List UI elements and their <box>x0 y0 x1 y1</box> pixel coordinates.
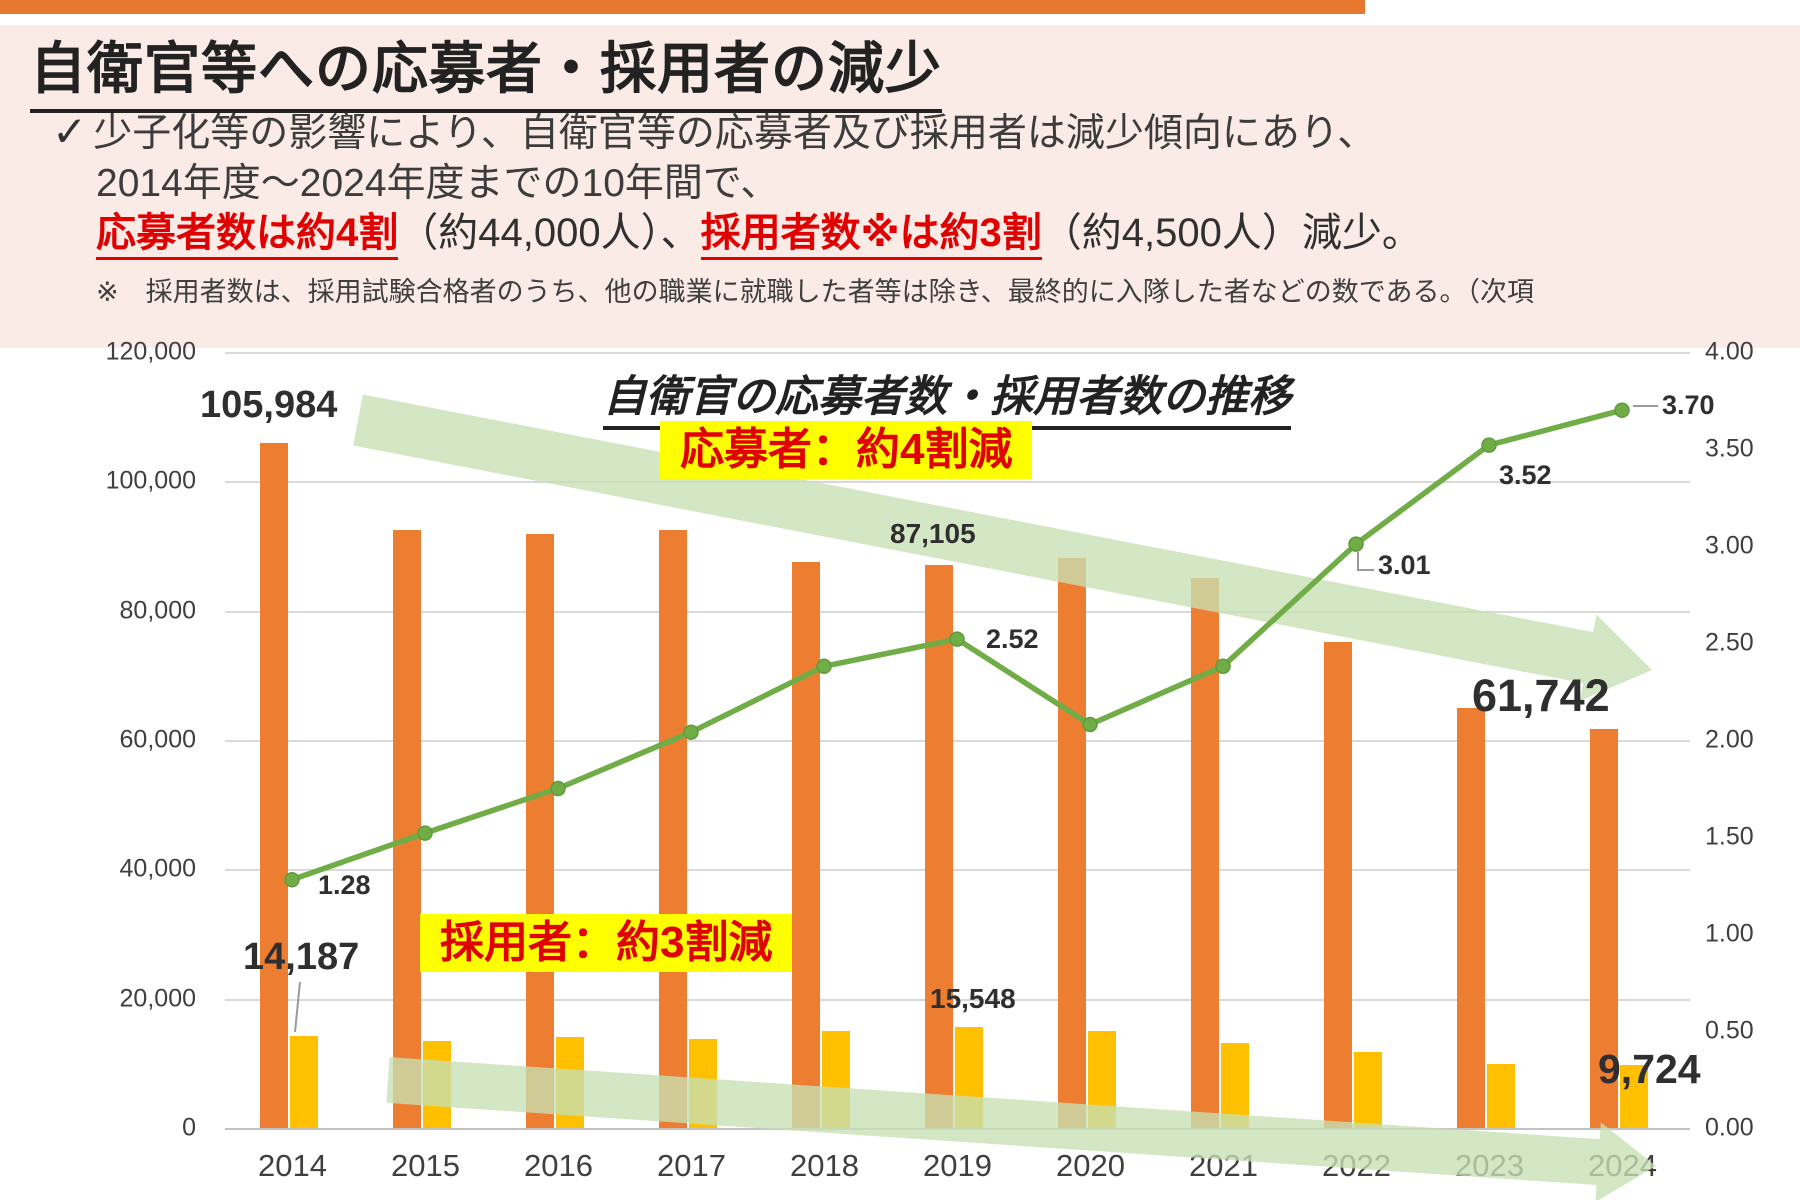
bullet-text-1: 少子化等の影響により、自衛官等の応募者及び採用者は減少傾向にあり、 <box>93 112 1377 155</box>
x-axis-year-label: 2018 <box>790 1148 859 1183</box>
left-axis-tick: 120,000 <box>105 337 196 366</box>
x-axis-year-label: 2015 <box>391 1148 460 1183</box>
gridline <box>225 352 1690 354</box>
left-axis-tick: 40,000 <box>119 854 196 883</box>
page-title: 自衛官等への応募者・採用者の減少 <box>30 24 942 113</box>
left-axis-tick: 80,000 <box>119 596 196 625</box>
bullet-line-2: 2014年度～2024年度までの10年間で、 <box>96 162 780 205</box>
leader-line-3-01 <box>1357 552 1374 571</box>
applicants-bar <box>792 562 820 1128</box>
left-axis-tick: 20,000 <box>119 984 196 1013</box>
applicants-bar <box>1324 641 1352 1128</box>
chart-title: 自衛官の応募者数・採用者数の推移 <box>527 362 1367 430</box>
applicants-bar <box>260 442 288 1128</box>
applicants-bar <box>925 564 953 1128</box>
data-label: 9,724 <box>1598 1046 1701 1092</box>
top-accent-bar <box>0 0 1365 14</box>
right-axis-tick: 3.50 <box>1705 434 1754 463</box>
recruits-bar <box>955 1027 983 1128</box>
highlight-applicants-drop: 応募者数は約4割 <box>96 211 399 260</box>
ratio-line-marker <box>1481 437 1497 453</box>
right-axis-tick: 2.00 <box>1705 725 1754 754</box>
applicants-bar <box>1457 707 1485 1128</box>
data-label: 61,742 <box>1472 670 1610 721</box>
bullet-line-3: 応募者数は約4割（約44,000人）、採用者数※は約3割（約4,500人）減少。 <box>96 200 1422 260</box>
gridline <box>225 610 1690 613</box>
x-axis-year-label: 2016 <box>524 1148 593 1183</box>
annotation-recruits: 採用者：約3割減 <box>420 914 793 972</box>
recruits-bar <box>1221 1042 1249 1128</box>
x-axis-line <box>225 1128 1690 1130</box>
leader-line-14187 <box>294 981 301 1033</box>
x-axis-year-label: 2024 <box>1588 1148 1657 1183</box>
header-panel <box>0 25 1800 348</box>
applicants-drop-detail: （約44,000人）、 <box>398 211 701 255</box>
right-axis-tick: 3.00 <box>1705 531 1754 560</box>
right-axis-tick: 4.00 <box>1705 337 1754 366</box>
data-label: 3.01 <box>1378 550 1431 580</box>
data-label: 1.28 <box>318 870 371 900</box>
data-label: 87,105 <box>890 518 976 549</box>
left-axis-tick: 100,000 <box>105 466 196 495</box>
right-axis-tick: 1.50 <box>1705 822 1754 851</box>
recruits-bar <box>822 1031 850 1128</box>
gridline <box>225 481 1690 484</box>
data-label: 2.52 <box>986 624 1039 654</box>
data-label: 14,187 <box>243 936 360 978</box>
data-label: 15,548 <box>930 983 1016 1014</box>
x-axis-year-label: 2021 <box>1189 1148 1258 1183</box>
bullet-line-1: ✓ 少子化等の影響により、自衛官等の応募者及び採用者は減少傾向にあり、 <box>52 102 1376 158</box>
recruits-drop-detail: （約4,500人）減少。 <box>1041 211 1422 255</box>
data-label: 105,984 <box>200 384 338 426</box>
applicants-bar <box>659 529 687 1128</box>
recruits-bar <box>290 1036 318 1128</box>
x-axis-year-label: 2023 <box>1455 1148 1524 1183</box>
ratio-line-marker <box>1348 536 1364 552</box>
right-axis-tick: 1.00 <box>1705 919 1754 948</box>
x-axis-year-label: 2017 <box>657 1148 726 1183</box>
x-axis-year-label: 2019 <box>923 1148 992 1183</box>
footnote: ※ 採用者数は、採用試験合格者のうち、他の職業に就職した者等は除き、最終的に入隊… <box>96 277 1534 307</box>
recruits-bar <box>1088 1031 1116 1128</box>
x-axis-year-label: 2014 <box>258 1148 327 1183</box>
recruits-bar <box>1354 1052 1382 1128</box>
left-axis-tick: 60,000 <box>119 725 196 754</box>
recruits-bar <box>423 1041 451 1128</box>
recruits-bar <box>1487 1063 1515 1128</box>
recruits-bar <box>689 1039 717 1128</box>
data-label: 3.70 <box>1662 390 1715 420</box>
x-axis-year-label: 2022 <box>1322 1148 1391 1183</box>
data-label: 3.52 <box>1499 460 1552 490</box>
right-axis-tick: 0.50 <box>1705 1016 1754 1045</box>
ratio-line-marker <box>1614 402 1630 418</box>
annotation-applicants: 応募者：約4割減 <box>660 421 1033 479</box>
right-axis-tick: 2.50 <box>1705 628 1754 657</box>
check-icon: ✓ <box>52 108 88 155</box>
applicants-bar <box>1058 557 1086 1128</box>
x-axis-year-label: 2020 <box>1056 1148 1125 1183</box>
applicants-bar <box>1191 577 1219 1128</box>
recruits-bar <box>556 1037 584 1128</box>
applicants-bar <box>526 534 554 1128</box>
gridline <box>225 998 1690 1001</box>
left-axis-tick: 0 <box>182 1113 196 1142</box>
applicants-bar <box>393 529 421 1128</box>
highlight-recruits-drop: 採用者数※は約3割 <box>700 211 1042 260</box>
right-axis-tick: 0.00 <box>1705 1113 1754 1142</box>
